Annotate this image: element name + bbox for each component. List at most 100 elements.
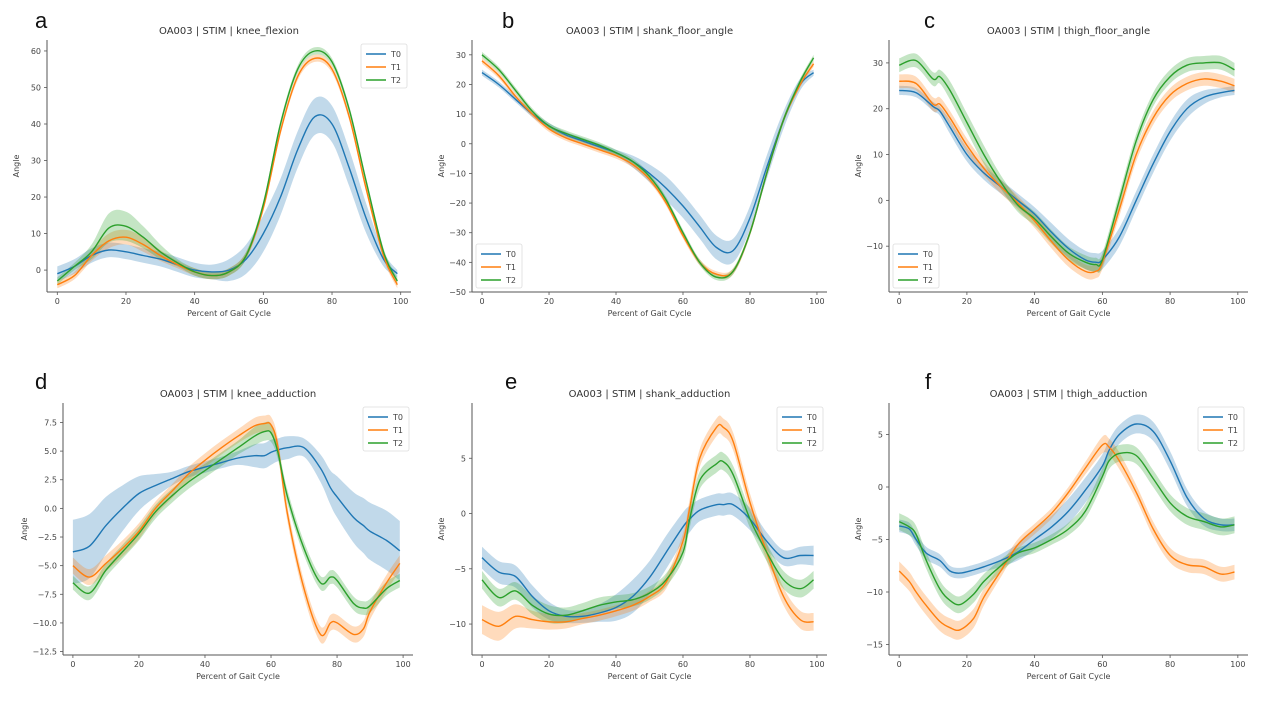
- y-axis-label: Angle: [437, 155, 446, 178]
- y-tick-label: −20: [449, 199, 466, 208]
- x-tick-label: 40: [1030, 297, 1040, 306]
- y-tick-label: 0: [461, 140, 466, 149]
- y-tick-label: −2.5: [38, 533, 57, 542]
- panel-title: OA003 | STIM | thigh_adduction: [990, 389, 1148, 400]
- line-T2: [72, 430, 401, 610]
- x-tick-label: 60: [1097, 297, 1107, 306]
- y-tick-label: −5: [871, 536, 883, 545]
- y-tick-label: 0.0: [44, 504, 57, 513]
- y-tick-label: −50: [449, 288, 466, 297]
- panel-letter: f: [925, 369, 932, 394]
- x-tick-label: 80: [1165, 660, 1175, 669]
- legend: T0 T1 T2: [1197, 406, 1245, 452]
- legend-item-T1: T1: [366, 63, 401, 72]
- legend-item-T1: T1: [782, 426, 817, 435]
- x-tick-label: 40: [611, 297, 621, 306]
- legend-label: T1: [390, 63, 401, 72]
- y-tick-label: 20: [456, 80, 466, 89]
- legend-label: T0: [505, 250, 516, 259]
- line-T0: [899, 423, 1235, 574]
- x-tick-label: 40: [611, 660, 621, 669]
- legend-item-T0: T0: [368, 413, 403, 422]
- legend-item-T0: T0: [366, 50, 401, 59]
- y-tick-label: 50: [31, 83, 41, 92]
- legend: T0 T1 T2: [475, 243, 523, 289]
- x-tick-label: 0: [480, 297, 485, 306]
- legend-label: T1: [806, 426, 817, 435]
- panel-f: f OA003 | STIM | thigh_adduction 0 20 40 60 80…: [854, 369, 1248, 681]
- x-tick-label: 0: [70, 660, 75, 669]
- x-tick-label: 0: [480, 660, 485, 669]
- line-T1: [72, 422, 401, 637]
- line-T1: [481, 423, 814, 628]
- x-tick-label: 100: [809, 660, 824, 669]
- x-tick-label: 100: [395, 660, 410, 669]
- x-axis-label: Percent of Gait Cycle: [1027, 309, 1111, 318]
- legend-label: T1: [505, 263, 516, 272]
- line-T0: [57, 114, 398, 275]
- legend-label: T0: [392, 413, 403, 422]
- legend-label: T2: [922, 276, 933, 285]
- y-tick-label: −5: [454, 565, 466, 574]
- legend-item-T1: T1: [1203, 426, 1238, 435]
- band-T0: [482, 69, 814, 265]
- x-tick-label: 40: [1030, 660, 1040, 669]
- legend-frame: [360, 43, 408, 89]
- x-tick-label: 0: [897, 660, 902, 669]
- panel-title: OA003 | STIM | knee_adduction: [160, 389, 316, 400]
- y-tick-label: 20: [873, 105, 883, 114]
- legend: T0 T1 T2: [892, 243, 940, 289]
- y-tick-label: −40: [449, 258, 466, 267]
- y-tick-label: −30: [449, 229, 466, 238]
- y-tick-label: 0: [36, 266, 41, 275]
- y-tick-label: 5: [878, 431, 883, 440]
- panel-b: b OA003 | STIM | shank_floor_angle 0 20 40 60…: [437, 8, 827, 318]
- y-tick-label: −5.0: [38, 562, 57, 571]
- y-tick-label: 60: [31, 47, 41, 56]
- x-tick-label: 80: [1165, 297, 1175, 306]
- x-tick-label: 80: [332, 660, 342, 669]
- panel-letter: c: [924, 8, 935, 33]
- band-T0: [899, 414, 1235, 579]
- line-T0: [899, 89, 1235, 264]
- panel-e: e OA003 | STIM | shank_adduction 0 20 40 60 80…: [437, 369, 827, 681]
- y-tick-label: −10: [866, 242, 883, 251]
- legend-item-T0: T0: [782, 413, 817, 422]
- y-tick-label: −15: [866, 641, 883, 650]
- legend-label: T0: [922, 250, 933, 259]
- y-axis-label: Angle: [854, 518, 863, 541]
- legend-label: T1: [1227, 426, 1238, 435]
- legend-label: T0: [806, 413, 817, 422]
- legend-label: T1: [922, 263, 933, 272]
- legend-item-T1: T1: [368, 426, 403, 435]
- band-T0: [57, 96, 398, 282]
- legend-item-T1: T1: [898, 263, 933, 272]
- band-T2: [899, 444, 1235, 614]
- x-tick-label: 60: [258, 297, 268, 306]
- band-T2: [482, 451, 814, 624]
- legend-item-T0: T0: [481, 250, 516, 259]
- legend-frame: [892, 243, 940, 289]
- confidence-bands: [482, 51, 814, 281]
- y-axis-label: Angle: [20, 518, 29, 541]
- legend-label: T0: [1227, 413, 1238, 422]
- y-tick-label: −10.0: [32, 619, 57, 628]
- panel-letter: d: [35, 369, 47, 394]
- line-T2: [481, 459, 815, 617]
- y-tick-label: −12.5: [32, 648, 57, 657]
- line-T2: [481, 54, 815, 279]
- series-lines: [56, 49, 398, 286]
- legend-item-T2: T2: [898, 276, 933, 285]
- legend-label: T1: [392, 426, 403, 435]
- x-axis-label: Percent of Gait Cycle: [608, 309, 692, 318]
- legend-item-T0: T0: [898, 250, 933, 259]
- y-tick-label: 30: [873, 59, 883, 68]
- series-lines: [481, 423, 815, 628]
- x-axis-label: Percent of Gait Cycle: [187, 309, 271, 318]
- y-tick-label: 5: [461, 454, 466, 463]
- legend-label: T0: [390, 50, 401, 59]
- series-lines: [72, 422, 401, 637]
- x-axis-label: Percent of Gait Cycle: [196, 672, 280, 681]
